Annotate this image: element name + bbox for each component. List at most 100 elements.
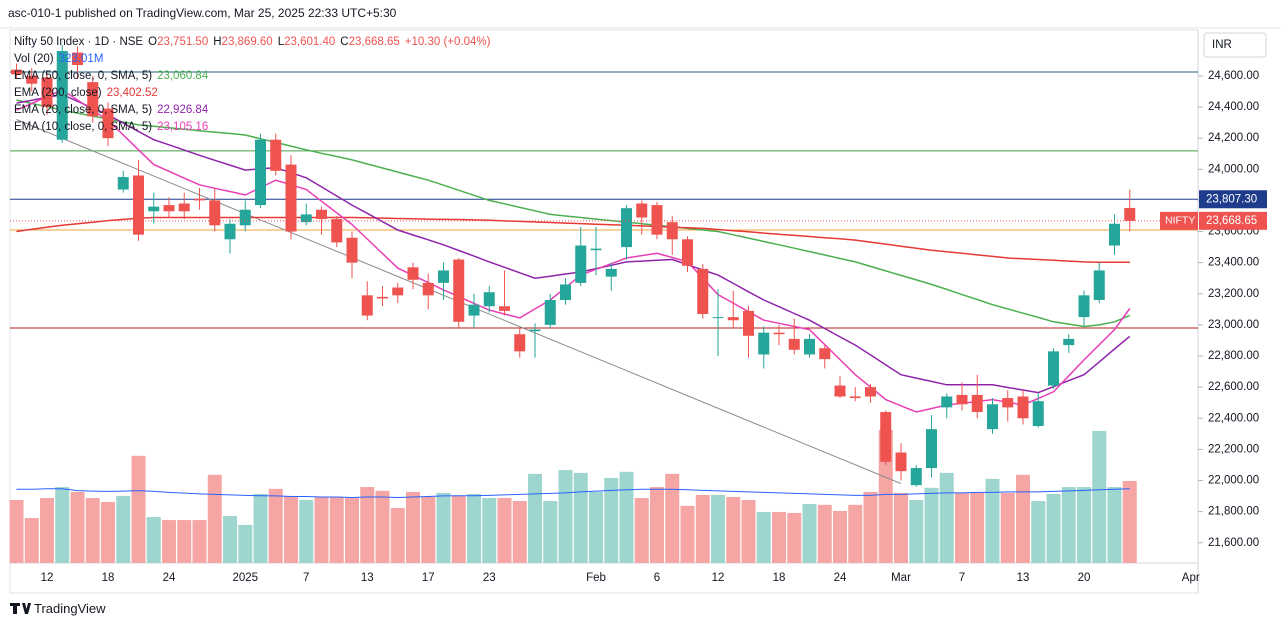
symbol-box bbox=[1160, 211, 1198, 230]
candle-body bbox=[285, 164, 297, 232]
volume-bar bbox=[848, 504, 863, 563]
candle-body bbox=[956, 394, 968, 405]
candle-body bbox=[300, 214, 312, 223]
volume-bar bbox=[299, 500, 314, 563]
candle-body bbox=[316, 209, 327, 220]
volume-bar bbox=[512, 501, 527, 563]
candle-body bbox=[26, 75, 38, 84]
volume-bar bbox=[802, 504, 817, 563]
y-tick-label: 22,400.00 bbox=[1208, 412, 1259, 424]
volume-bar bbox=[863, 491, 878, 563]
volume-bar bbox=[528, 473, 542, 563]
candle-body bbox=[971, 394, 983, 413]
volume-bar bbox=[878, 429, 893, 563]
candle-body bbox=[621, 208, 632, 248]
volume-bar bbox=[9, 500, 24, 563]
x-tick-label: Mar bbox=[891, 572, 911, 584]
volume-bar bbox=[939, 472, 954, 563]
x-tick-label: 17 bbox=[422, 572, 435, 584]
candle-body bbox=[377, 296, 388, 299]
legend-row: EMA (10, close, 0, SMA, 5) 23,105.16 bbox=[14, 119, 495, 136]
legend-row: EMA (50, close, 0, SMA, 5) 23,060.84 bbox=[14, 68, 495, 85]
candle-body bbox=[239, 209, 251, 226]
x-tick-label: 18 bbox=[102, 572, 115, 584]
candle-body bbox=[499, 306, 510, 311]
candle-body bbox=[590, 248, 602, 251]
volume-bar bbox=[634, 497, 649, 563]
candle-body bbox=[468, 304, 480, 316]
candle-body bbox=[910, 468, 922, 486]
volume-bar bbox=[1016, 474, 1030, 563]
volume-bar bbox=[223, 516, 237, 563]
candle-body bbox=[834, 385, 846, 397]
volume-bar bbox=[787, 512, 802, 563]
candle-body bbox=[1032, 401, 1044, 427]
candle-body bbox=[163, 205, 175, 212]
candle-body bbox=[1093, 270, 1105, 301]
volume-bar bbox=[833, 510, 847, 563]
volume-bar bbox=[268, 488, 283, 563]
ema-line bbox=[16, 99, 1131, 328]
volume-bar bbox=[40, 497, 54, 563]
x-tick-label: Feb bbox=[586, 572, 606, 584]
legend-title: Nifty 50 Index · 1D · NSE bbox=[14, 36, 144, 48]
price-label-box bbox=[1199, 190, 1267, 209]
volume-bar bbox=[741, 500, 756, 563]
legend-row: EMA (200, close) 23,402.52 bbox=[14, 85, 495, 102]
volume-bar bbox=[192, 520, 207, 563]
ohlc-key: C bbox=[340, 36, 349, 48]
volume-bar bbox=[116, 495, 131, 563]
volume-bar bbox=[543, 501, 558, 563]
legend-row: Nifty 50 Index · 1D · NSE O23,751.50 H23,8… bbox=[14, 34, 495, 51]
x-tick-label: 23 bbox=[483, 572, 496, 584]
volume-bar bbox=[573, 472, 588, 563]
candle-body bbox=[758, 332, 770, 355]
candle-body bbox=[697, 268, 709, 315]
volume-bar bbox=[177, 520, 192, 563]
candle-body bbox=[712, 317, 724, 319]
x-tick-label: 12 bbox=[712, 572, 725, 584]
volume-bar bbox=[70, 491, 85, 563]
candle-body bbox=[178, 203, 190, 212]
last-price-box bbox=[1199, 211, 1267, 230]
candle-body bbox=[255, 139, 266, 206]
volume-bar bbox=[589, 491, 603, 563]
volume-bar bbox=[665, 473, 680, 563]
candle-body bbox=[11, 69, 22, 75]
candle-body bbox=[773, 332, 785, 335]
y-tick-label: 22,600.00 bbox=[1208, 381, 1259, 393]
candle-body bbox=[346, 237, 358, 263]
volume-bar bbox=[619, 471, 634, 563]
x-tick-label: 24 bbox=[163, 572, 176, 584]
x-tick-label: 20 bbox=[1078, 572, 1091, 584]
legend-value: 22,926.84 bbox=[157, 104, 209, 116]
candle-body bbox=[41, 77, 53, 108]
candle-body bbox=[743, 310, 754, 336]
legend-value: 23,105.16 bbox=[157, 121, 209, 133]
currency-box[interactable] bbox=[1203, 32, 1267, 58]
x-tick-label: 24 bbox=[834, 572, 847, 584]
volume-bar bbox=[756, 511, 771, 563]
candle-body bbox=[651, 205, 663, 235]
volume-bar bbox=[894, 492, 908, 563]
y-tick-label: 24,200.00 bbox=[1208, 132, 1259, 144]
candle-body bbox=[1017, 396, 1029, 419]
volume-bar bbox=[146, 517, 161, 563]
candle-body bbox=[87, 82, 99, 117]
legend: Nifty 50 Index · 1D · NSE O23,751.50 H23,8… bbox=[14, 34, 495, 136]
candle-body bbox=[209, 200, 221, 226]
volume-bar bbox=[924, 487, 939, 563]
volume-bar bbox=[817, 504, 832, 563]
x-tick-label: 13 bbox=[361, 572, 374, 584]
volume-bar bbox=[238, 524, 253, 563]
volume-bar bbox=[1092, 430, 1107, 563]
candle-body bbox=[605, 268, 617, 277]
volume-bar bbox=[1107, 487, 1122, 563]
y-tick-label: 23,200.00 bbox=[1208, 288, 1259, 300]
candle-body bbox=[1002, 398, 1014, 408]
y-tick-label: 23,000.00 bbox=[1208, 319, 1259, 331]
candle-body bbox=[1078, 295, 1090, 318]
volume-bar bbox=[284, 495, 298, 563]
volume-bar bbox=[955, 492, 969, 563]
